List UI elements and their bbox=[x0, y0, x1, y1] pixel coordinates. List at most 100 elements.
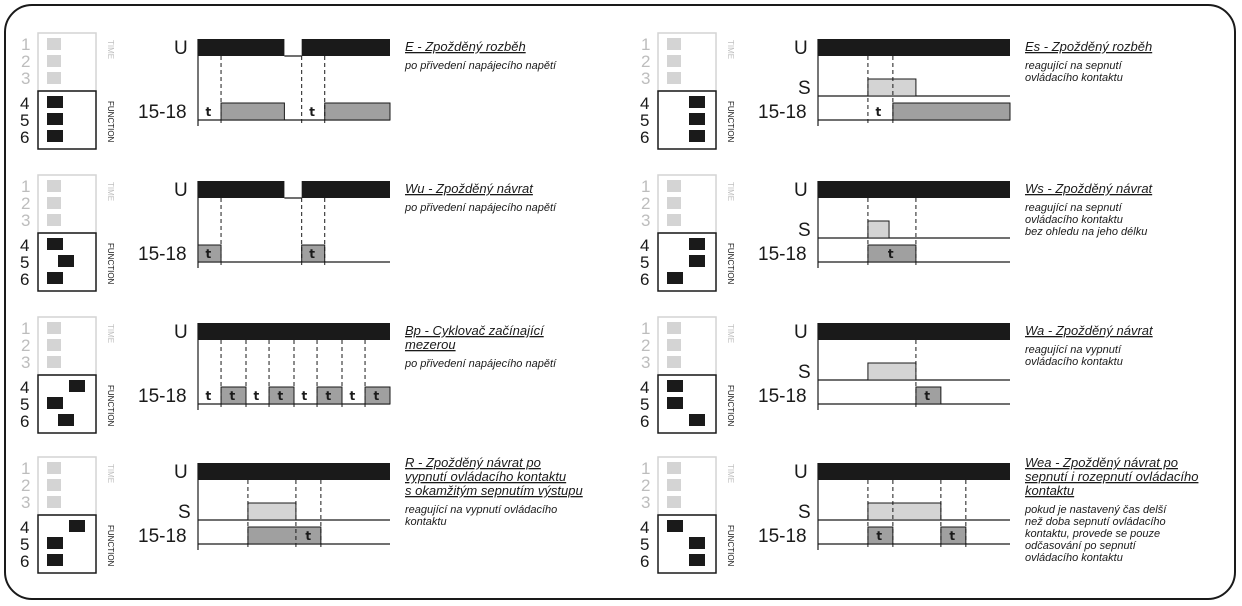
output-pulse bbox=[197, 244, 222, 263]
mode-description: ovládacího kontaktu bbox=[1025, 72, 1123, 84]
function-switch-number: 6 bbox=[20, 412, 29, 431]
timing-chart-r: US 15-18 t bbox=[138, 462, 390, 550]
u-pulse bbox=[198, 181, 285, 198]
mode-description: po přivedení napájecího napětí bbox=[404, 202, 557, 214]
time-switch-block bbox=[667, 72, 681, 84]
time-label: TIME bbox=[726, 464, 735, 483]
function-label: FUNCTION bbox=[726, 243, 735, 285]
mode-wu: 123 456 TIME FUNCTION U 15-18 t t Wu - Zpožděný … bbox=[20, 174, 557, 292]
time-switch-block bbox=[667, 38, 681, 50]
label-output: 15-18 bbox=[758, 244, 807, 265]
output-pulse bbox=[915, 386, 942, 405]
label-s: S bbox=[798, 362, 811, 383]
label-s: S bbox=[178, 502, 191, 523]
time-switch-number: 3 bbox=[641, 493, 650, 512]
output-pulse bbox=[364, 386, 391, 405]
time-switch-frame bbox=[37, 174, 97, 234]
u-pulse bbox=[818, 39, 1010, 56]
output-pulse bbox=[220, 102, 285, 121]
time-switch-number: 3 bbox=[21, 69, 30, 88]
timing-chart-wu: U 15-18 t t bbox=[138, 180, 390, 268]
mode-description: reagující na vypnutí bbox=[1025, 344, 1122, 356]
time-label: TIME bbox=[106, 324, 115, 343]
function-label: FUNCTION bbox=[726, 101, 735, 143]
function-switch-block bbox=[689, 554, 705, 566]
function-switch-number: 6 bbox=[640, 412, 649, 431]
function-switch-number: 6 bbox=[640, 552, 649, 571]
function-switch-block bbox=[47, 397, 63, 409]
mode-title: E - Zpožděný rozběh bbox=[405, 39, 526, 54]
s-pulse bbox=[867, 502, 942, 521]
output-pulse bbox=[220, 386, 247, 405]
function-switch-number: 4 bbox=[20, 518, 29, 537]
dip-switch-r: 123 456 TIME FUNCTION bbox=[20, 456, 115, 574]
function-switch-block bbox=[47, 113, 63, 125]
output-pulse-label: t bbox=[888, 247, 894, 261]
u-pulse bbox=[198, 39, 285, 56]
output-pulse bbox=[301, 244, 326, 263]
time-switch-block bbox=[47, 322, 61, 334]
time-switch-block bbox=[667, 339, 681, 351]
function-switch-block bbox=[47, 537, 63, 549]
function-label: FUNCTION bbox=[106, 525, 115, 567]
label-output: 15-18 bbox=[138, 386, 187, 407]
u-pulse bbox=[198, 463, 390, 480]
function-switch-number: 4 bbox=[640, 94, 649, 113]
output-pulse-label: t bbox=[876, 529, 882, 543]
time-switch-number: 3 bbox=[21, 211, 30, 230]
function-switch-frame bbox=[37, 90, 97, 150]
time-switch-block bbox=[667, 479, 681, 491]
function-switch-number: 6 bbox=[20, 270, 29, 289]
time-switch-block bbox=[47, 55, 61, 67]
time-switch-block bbox=[47, 462, 61, 474]
function-switch-number: 5 bbox=[20, 535, 29, 554]
time-switch-frame bbox=[37, 32, 97, 92]
mode-title: R - Zpožděný návrat po bbox=[405, 455, 541, 470]
function-switch-block bbox=[667, 520, 683, 532]
label-output: 15-18 bbox=[138, 526, 187, 547]
label-output: 15-18 bbox=[138, 102, 187, 123]
function-switch-frame bbox=[37, 514, 97, 574]
label-s: S bbox=[798, 502, 811, 523]
time-label: TIME bbox=[726, 324, 735, 343]
time-switch-number: 1 bbox=[21, 459, 30, 478]
time-switch-number: 2 bbox=[641, 336, 650, 355]
function-switch-frame bbox=[37, 374, 97, 434]
function-switch-block bbox=[47, 130, 63, 142]
function-switch-number: 4 bbox=[640, 518, 649, 537]
function-switch-frame bbox=[657, 374, 717, 434]
u-pulse bbox=[818, 463, 1010, 480]
output-pulse-label: t bbox=[206, 247, 212, 261]
dip-switch-e: 123 456 TIME FUNCTION bbox=[20, 32, 115, 150]
timing-chart-e: U 15-18 t t bbox=[138, 38, 391, 126]
function-label: FUNCTION bbox=[106, 385, 115, 427]
time-switch-block bbox=[47, 197, 61, 209]
output-pulse bbox=[316, 386, 343, 405]
function-switch-block bbox=[689, 113, 705, 125]
time-label: TIME bbox=[106, 40, 115, 59]
time-switch-number: 3 bbox=[21, 493, 30, 512]
delay-label: t bbox=[309, 105, 315, 119]
time-switch-block bbox=[47, 214, 61, 226]
function-switch-block bbox=[667, 272, 683, 284]
s-pulse bbox=[867, 220, 890, 239]
mode-description: reagující na sepnutí bbox=[1025, 202, 1123, 214]
time-switch-number: 1 bbox=[21, 319, 30, 338]
time-switch-block bbox=[47, 180, 61, 192]
mode-bp: 123 456 TIME FUNCTION U 15-18 t t t t t t t t Bp - Cyk… bbox=[20, 316, 557, 434]
output-pulse-label: t bbox=[949, 529, 955, 543]
time-label: TIME bbox=[106, 464, 115, 483]
time-switch-frame bbox=[37, 456, 97, 516]
function-switch-number: 5 bbox=[20, 253, 29, 272]
label-output: 15-18 bbox=[758, 526, 807, 547]
time-switch-block bbox=[667, 356, 681, 368]
time-switch-number: 1 bbox=[641, 459, 650, 478]
time-switch-number: 2 bbox=[21, 52, 30, 71]
output-pulse-label: t bbox=[305, 529, 311, 543]
function-switch-number: 6 bbox=[20, 552, 29, 571]
label-u: U bbox=[794, 180, 808, 201]
label-output: 15-18 bbox=[758, 386, 807, 407]
